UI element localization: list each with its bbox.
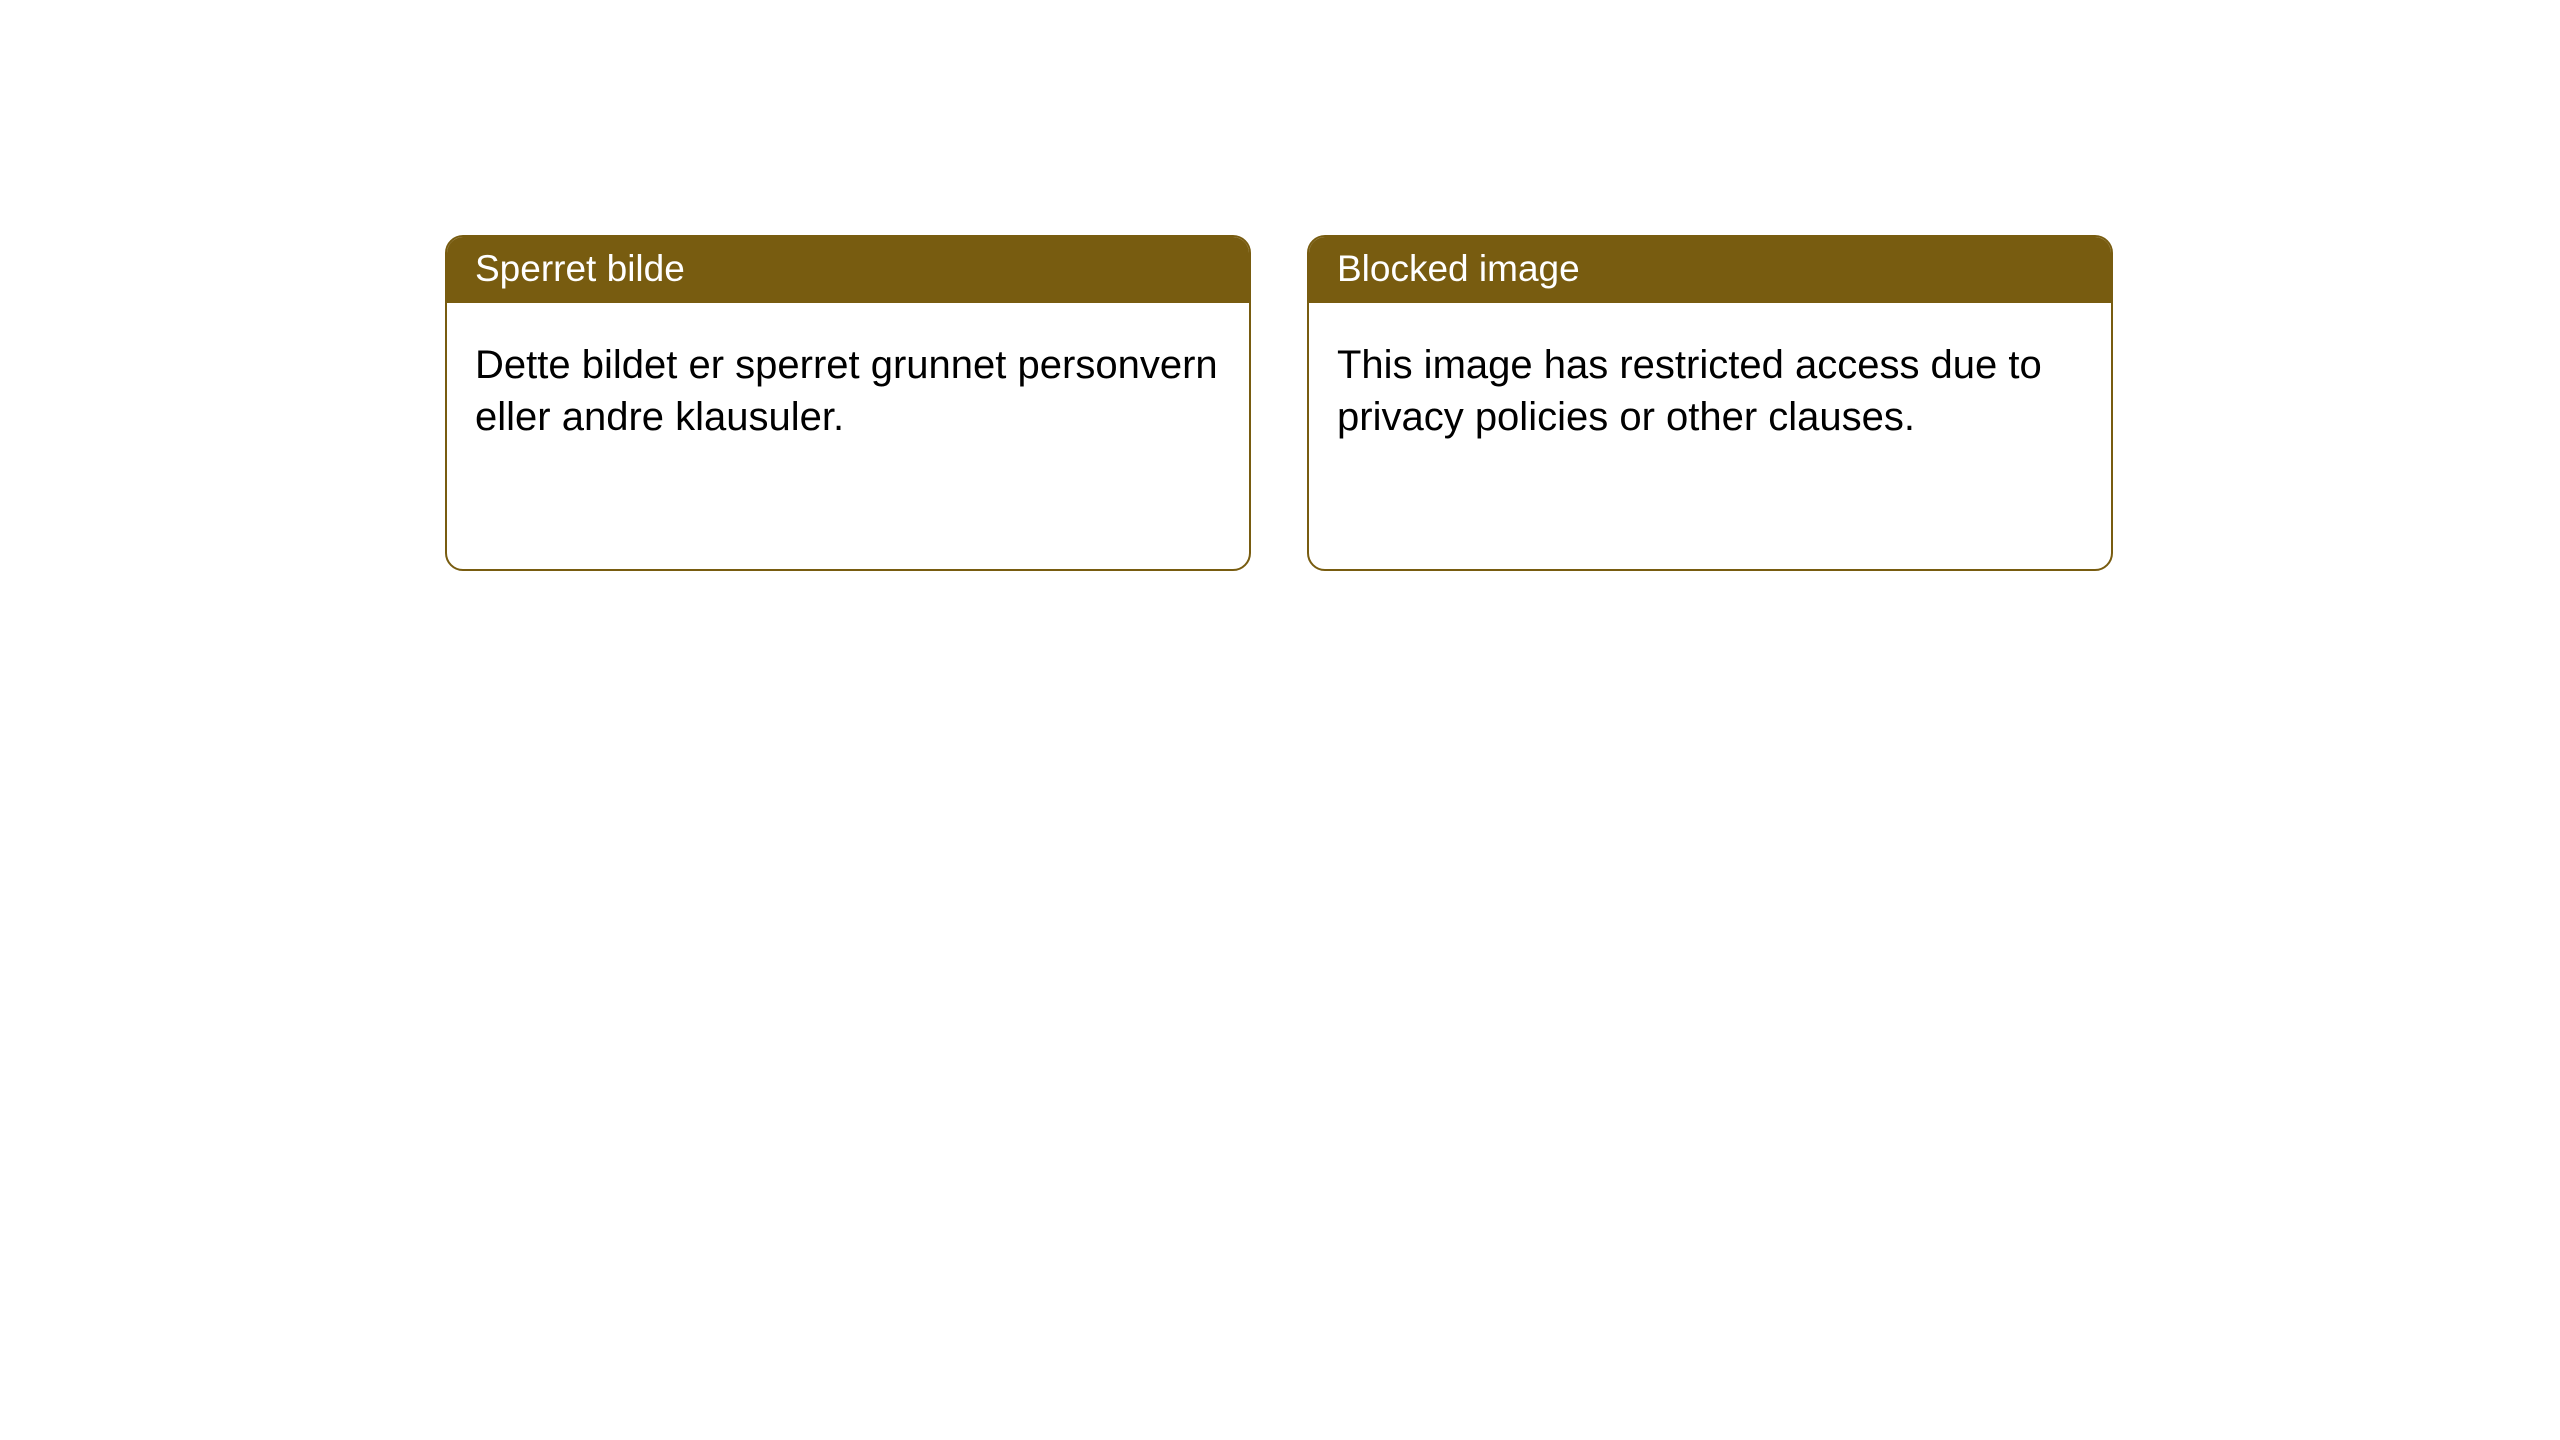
notice-message: Dette bildet er sperret grunnet personve…	[447, 303, 1249, 471]
notice-title: Sperret bilde	[447, 237, 1249, 303]
notice-box-english: Blocked image This image has restricted …	[1307, 235, 2113, 571]
notice-title: Blocked image	[1309, 237, 2111, 303]
notice-box-norwegian: Sperret bilde Dette bildet er sperret gr…	[445, 235, 1251, 571]
notice-message: This image has restricted access due to …	[1309, 303, 2111, 471]
notices-container: Sperret bilde Dette bildet er sperret gr…	[0, 0, 2560, 571]
